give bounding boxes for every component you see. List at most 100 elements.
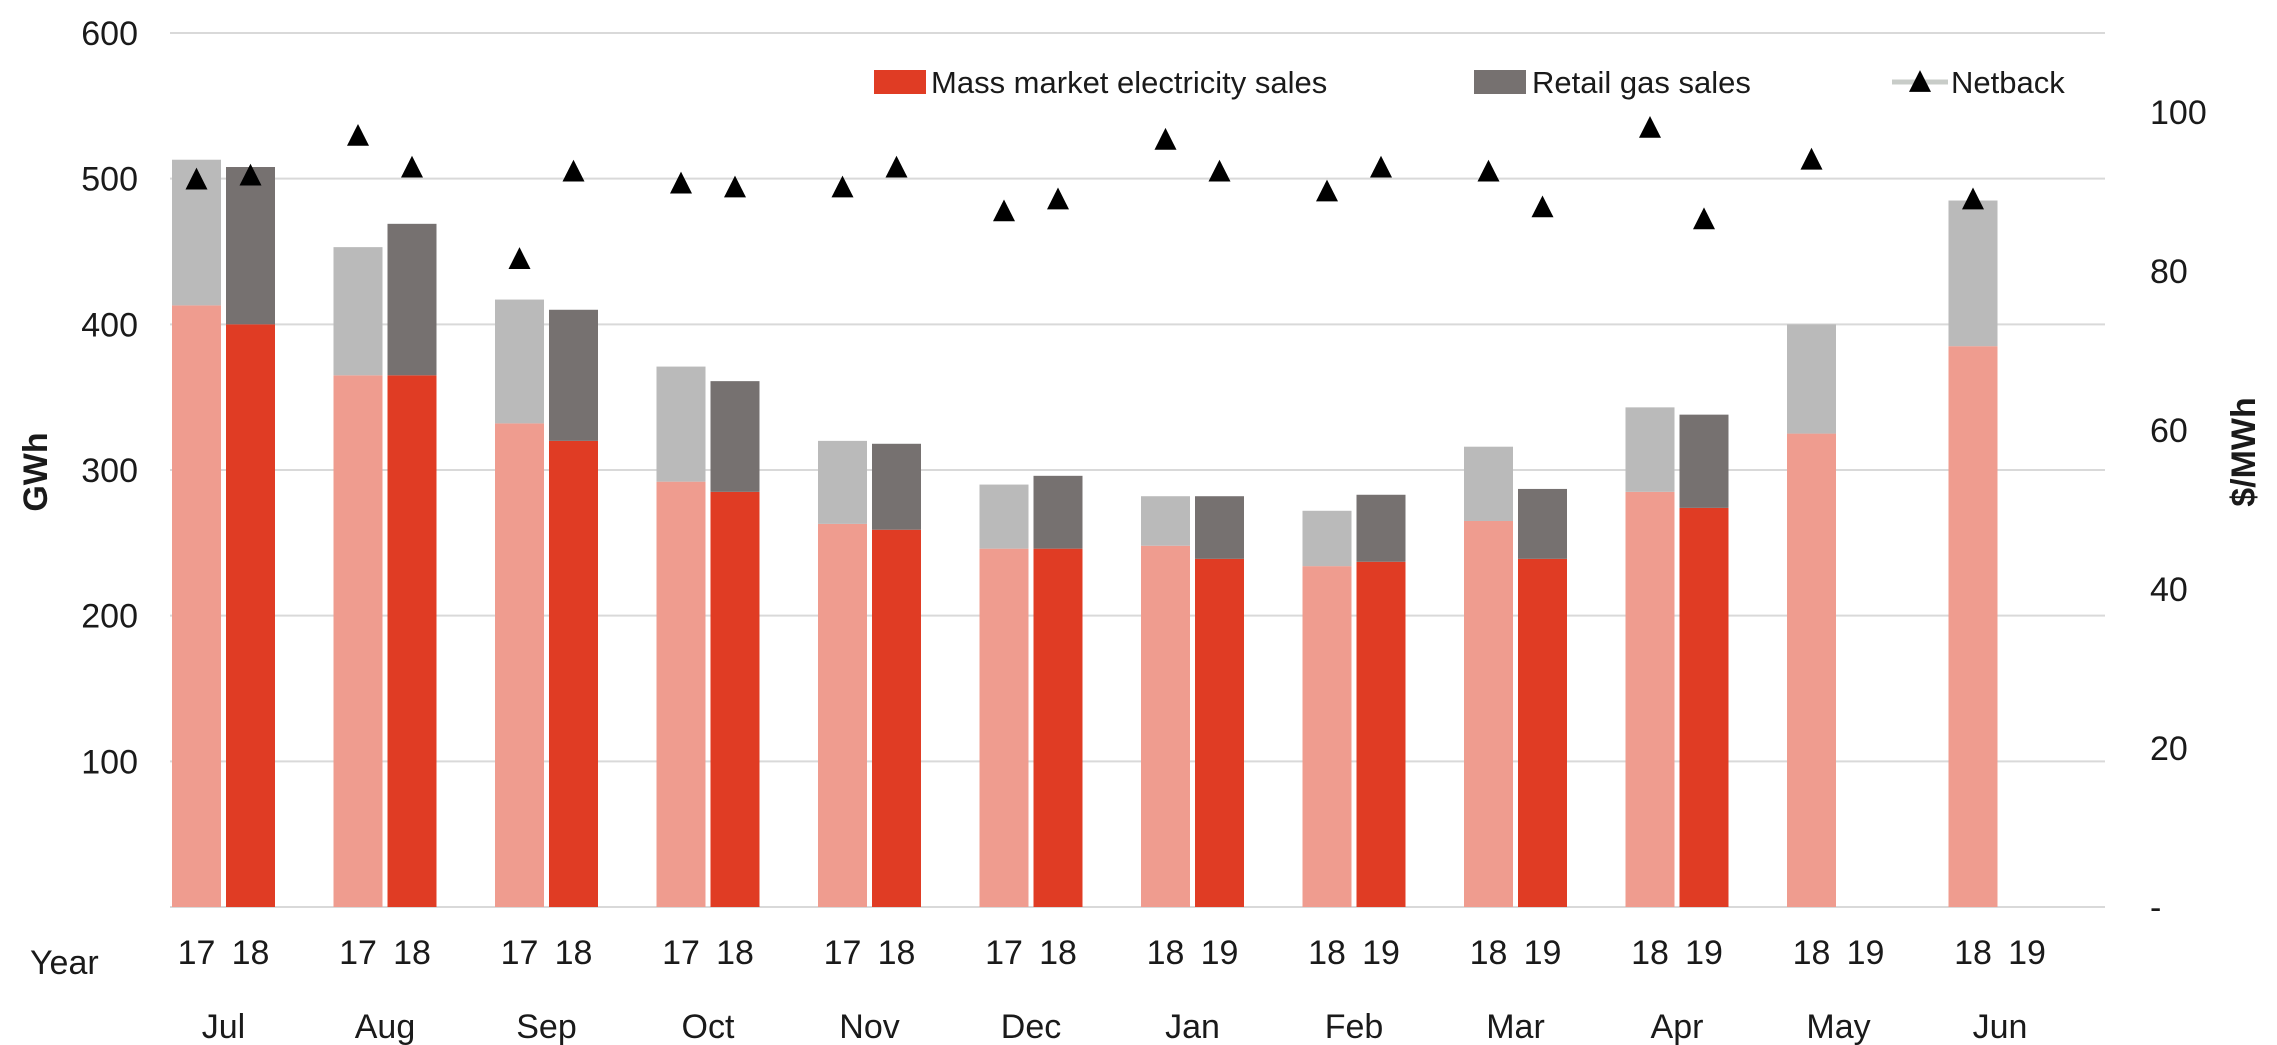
period-tick-label: 18 [1147,934,1185,972]
netback-marker-current-year [885,155,908,178]
month-tick-label: Sep [516,1008,577,1045]
bar-electricity-current-year [1356,561,1406,907]
bar-electricity-prior-year [1787,433,1836,907]
netback-marker-current-year [1047,187,1069,210]
bar-gas-prior-year [1464,446,1513,521]
bar-electricity-current-year [1033,548,1083,907]
y-right-tick-label: 20 [2150,730,2188,768]
y-left-tick-label: 600 [81,15,138,53]
legend-swatch-gas [1474,70,1526,94]
bar-gas-prior-year [1302,510,1352,567]
bar-gas-prior-year [1948,200,1998,347]
bar-electricity-prior-year [1948,346,1998,907]
gridlines [170,32,2105,908]
bar-electricity-prior-year [333,375,383,908]
bar-electricity-current-year [549,440,598,907]
bars [172,159,1998,908]
bar-gas-current-year [1679,414,1729,508]
legend-label-netback: Netback [1951,65,2065,100]
bar-gas-current-year [872,443,921,530]
netback-marker-current-year [724,175,746,198]
bar-electricity-prior-year [1464,520,1513,907]
month-tick-label: May [1806,1008,1870,1045]
month-tick-label: Jul [202,1008,245,1045]
bar-electricity-current-year [387,375,437,908]
bar-gas-current-year [226,167,275,325]
period-tick-label: 19 [1685,934,1723,972]
period-tick-label: 17 [824,934,862,972]
netback-marker-prior-year [1477,159,1500,182]
axes: 600 500 400 300 200 100 100 80 60 40 20 - 17 18 Jul 17 1… [81,15,2206,1045]
period-tick-label: 19 [1362,934,1400,972]
bar-gas-current-year [1518,488,1567,559]
period-tick-label: 18 [1308,934,1346,972]
month-tick-label: Feb [1325,1008,1384,1045]
period-tick-label: 19 [1524,934,1562,972]
legend-marker-netback [1909,70,1931,92]
bar-gas-current-year [1195,496,1244,559]
y-axis-left-title: GWh [17,432,55,511]
period-tick-label: 18 [555,934,593,972]
bar-gas-prior-year [333,247,383,376]
period-tick-label: 17 [985,934,1023,972]
bar-gas-current-year [1356,494,1406,562]
bar-gas-prior-year [1141,496,1190,546]
month-tick-label: Jan [1165,1008,1220,1045]
bar-gas-current-year [1033,475,1083,549]
month-tick-label: Apr [1651,1008,1704,1045]
bar-gas-prior-year [495,299,544,424]
month-tick-label: Aug [355,1008,416,1045]
netback-marker-prior-year [831,175,854,198]
netback-marker-prior-year [185,167,208,190]
bar-gas-prior-year [818,440,867,524]
netback-marker-prior-year [670,171,692,194]
legend-swatch-electricity [874,70,926,94]
netback-marker-current-year [562,159,585,182]
bar-electricity-current-year [1679,507,1729,907]
period-tick-label: 18 [878,934,916,972]
bar-electricity-prior-year [172,305,221,907]
legend-label-electricity: Mass market electricity sales [931,65,1327,100]
month-tick-label: Nov [839,1008,899,1045]
period-tick-label: 19 [2008,934,2046,972]
y-left-tick-label: 100 [81,743,138,781]
y-right-tick-label: 60 [2150,412,2188,450]
bar-electricity-current-year [710,491,760,907]
bar-electricity-prior-year [1302,566,1352,907]
bar-gas-prior-year [656,366,706,482]
bar-electricity-prior-year [495,423,544,907]
bar-gas-prior-year [1625,407,1675,492]
netback-marker-prior-year [347,123,369,146]
netback-marker-prior-year [1800,147,1823,170]
y-right-tick-label: 40 [2150,571,2188,609]
period-tick-label: 17 [339,934,377,972]
netback-marker-prior-year [1154,127,1177,150]
bar-electricity-prior-year [818,523,867,907]
bar-electricity-current-year [872,529,921,907]
y-right-tick-label: 80 [2150,253,2188,291]
month-tick-label: Mar [1486,1008,1545,1045]
bar-electricity-prior-year [1141,545,1190,907]
bar-electricity-current-year [1518,558,1567,907]
legend: Mass market electricity sales Retail gas… [874,65,2065,100]
netback-marker-prior-year [1316,179,1338,202]
bar-gas-prior-year [1787,324,1836,434]
y-right-tick-label: - [2150,889,2161,927]
y-left-tick-label: 500 [81,161,138,199]
period-tick-label: 18 [232,934,270,972]
period-tick-label: 18 [1039,934,1077,972]
netback-marker-current-year [1370,155,1392,178]
period-tick-label: 17 [662,934,700,972]
netback-marker-prior-year [1962,187,1984,210]
bar-electricity-prior-year [979,548,1029,907]
netback-marker-current-year [1693,207,1715,230]
netback-marker-current-year [1531,195,1554,218]
month-tick-label: Oct [682,1008,735,1045]
y-left-tick-label: 400 [81,306,138,344]
bar-gas-current-year [387,223,437,376]
bar-electricity-prior-year [1625,491,1675,907]
period-axis-label: Year [30,944,99,982]
y-axis-right-title: $/MWh [2225,397,2263,507]
bar-electricity-current-year [226,324,275,907]
